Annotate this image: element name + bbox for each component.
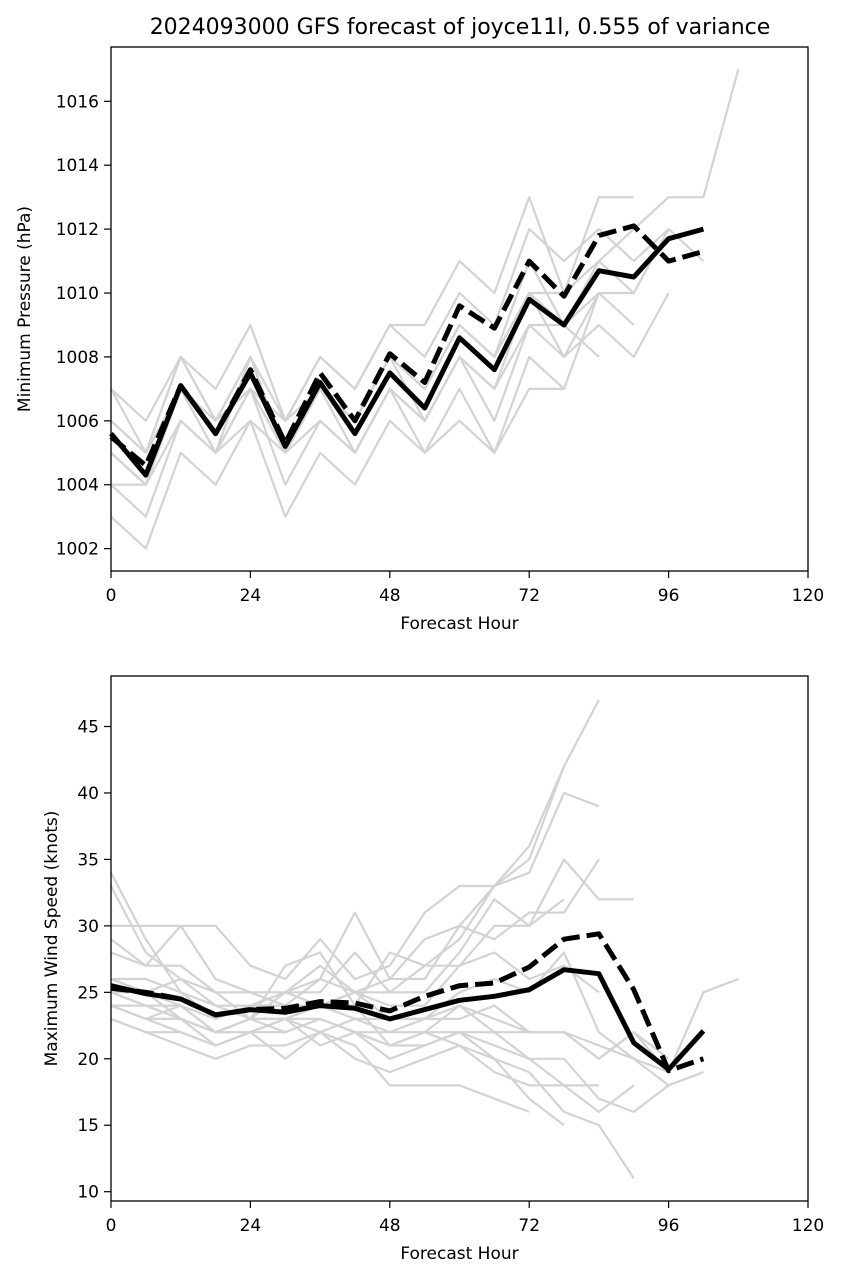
y-tick-label: 1008 — [56, 348, 99, 368]
y-tick-label: 30 — [77, 917, 99, 937]
wind-y-axis-label: Maximum Wind Speed (knots) — [42, 811, 62, 1067]
y-tick-label: 40 — [77, 784, 99, 804]
wind-y-ticks: 10 15 20 25 30 35 40 45 — [77, 718, 111, 1203]
x-tick-label: 120 — [792, 586, 824, 606]
pressure-dashed-line — [109, 223, 705, 469]
x-tick-label: 0 — [106, 1216, 117, 1236]
y-tick-label: 1002 — [56, 540, 99, 560]
x-tick-label: 48 — [379, 586, 401, 606]
y-tick-label: 20 — [77, 1050, 99, 1070]
x-tick-label: 24 — [240, 586, 262, 606]
wind-x-ticks: 0 24 48 72 96 120 — [106, 1201, 824, 1236]
y-tick-label: 1006 — [56, 412, 99, 432]
pressure-panel: 0 24 48 72 96 120 1002 1004 1006 1008 1010 1012 101… — [15, 46, 824, 634]
y-tick-label: 1012 — [56, 220, 99, 240]
y-tick-label: 45 — [77, 718, 99, 738]
wind-member-line-3 — [111, 791, 600, 981]
pressure-y-axis-label: Minimum Pressure (hPa) — [15, 206, 35, 412]
y-tick-label: 1016 — [56, 92, 99, 112]
y-tick-label: 1010 — [56, 284, 99, 304]
x-tick-label: 48 — [379, 1216, 401, 1236]
wind-member-line-6 — [111, 898, 565, 1007]
pressure-member-line-9 — [110, 292, 600, 518]
x-tick-label: 24 — [240, 1216, 262, 1236]
y-tick-label: 1004 — [56, 476, 99, 496]
pressure-member-line-3 — [110, 228, 670, 454]
pressure-x-ticks: 0 24 48 72 96 120 — [106, 571, 824, 606]
y-tick-label: 1014 — [56, 156, 99, 176]
y-tick-label: 35 — [77, 850, 99, 870]
y-tick-label: 25 — [77, 983, 99, 1003]
y-tick-label: 10 — [77, 1183, 99, 1203]
wind-member-line-13 — [110, 1017, 599, 1087]
x-tick-label: 96 — [658, 1216, 680, 1236]
wind-lines — [110, 699, 739, 1180]
x-tick-label: 72 — [518, 1216, 540, 1236]
x-tick-label: 72 — [518, 586, 540, 606]
wind-dashed-line — [110, 931, 705, 1074]
pressure-plot-frame — [110, 46, 809, 572]
x-tick-label: 0 — [106, 586, 117, 606]
pressure-member-line-10 — [110, 387, 564, 550]
x-tick-label: 96 — [658, 586, 680, 606]
pressure-y-ticks: 1002 1004 1006 1008 1010 1012 1014 1016 — [56, 92, 111, 560]
pressure-lines — [109, 69, 740, 550]
wind-x-axis-label: Forecast Hour — [400, 1244, 518, 1264]
chart-title: 2024093000 GFS forecast of joyce11l, 0.5… — [150, 15, 771, 40]
pressure-x-axis-label: Forecast Hour — [400, 614, 518, 634]
wind-member-line-4 — [110, 858, 600, 1007]
y-tick-label: 15 — [77, 1116, 99, 1136]
wind-panel: 0 24 48 72 96 120 10 15 20 25 30 35 40 45 Forecast H… — [42, 675, 824, 1264]
wind-member-line-5 — [110, 858, 634, 1007]
wind-member-line-16 — [110, 1004, 635, 1114]
wind-plot-frame — [110, 675, 809, 1202]
x-tick-label: 120 — [792, 1216, 824, 1236]
